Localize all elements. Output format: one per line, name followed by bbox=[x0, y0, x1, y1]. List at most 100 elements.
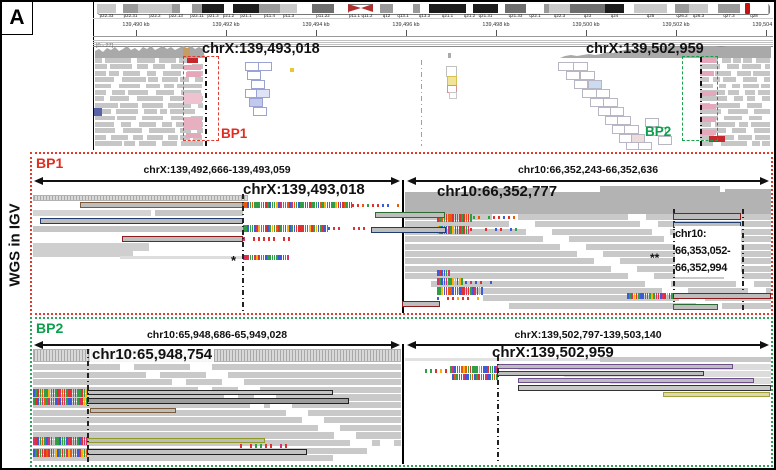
softclip-base[interactable] bbox=[254, 225, 256, 232]
softclip-base[interactable] bbox=[280, 225, 283, 232]
read-segment[interactable] bbox=[143, 109, 157, 114]
read-segment[interactable] bbox=[161, 122, 172, 127]
read-rect[interactable] bbox=[673, 213, 741, 220]
softclip-base[interactable] bbox=[460, 374, 463, 380]
softclip-base[interactable] bbox=[285, 444, 287, 448]
read-segment[interactable] bbox=[179, 128, 192, 134]
softclip-base[interactable] bbox=[81, 389, 84, 397]
coverage-histogram[interactable] bbox=[95, 46, 771, 58]
softclip-base[interactable] bbox=[476, 287, 479, 295]
centromere-q[interactable] bbox=[361, 4, 373, 12]
softclip-base[interactable] bbox=[33, 437, 35, 445]
softclip-base[interactable] bbox=[44, 437, 46, 445]
read-segment[interactable] bbox=[728, 109, 749, 114]
read-segment[interactable] bbox=[122, 77, 146, 82]
softclip-base[interactable] bbox=[456, 214, 459, 222]
read-segment[interactable] bbox=[745, 90, 756, 95]
softclip-base[interactable] bbox=[37, 437, 40, 445]
softclip-base[interactable] bbox=[269, 202, 272, 208]
softclip-base[interactable] bbox=[387, 204, 389, 207]
softclip-base[interactable] bbox=[72, 449, 75, 457]
read-segment[interactable] bbox=[761, 96, 770, 102]
read-segment[interactable] bbox=[168, 102, 191, 108]
softclip-base[interactable] bbox=[44, 389, 46, 397]
softclip-base[interactable] bbox=[478, 366, 481, 373]
softclip-base[interactable] bbox=[331, 202, 333, 208]
softclip-base[interactable] bbox=[633, 293, 636, 299]
ruler-label[interactable]: 139,498 kb bbox=[482, 22, 510, 28]
read-segment[interactable] bbox=[169, 109, 196, 114]
read-segment[interactable] bbox=[742, 64, 761, 70]
softclip-base[interactable] bbox=[61, 398, 64, 405]
softclip-base[interactable] bbox=[644, 293, 647, 299]
softclip-base[interactable] bbox=[77, 389, 79, 397]
softclip-base[interactable] bbox=[268, 237, 270, 241]
softclip-base[interactable] bbox=[50, 437, 53, 445]
softclip-base[interactable] bbox=[456, 287, 459, 295]
softclip-base[interactable] bbox=[441, 278, 444, 285]
read-segment[interactable] bbox=[700, 96, 727, 102]
read-segment[interactable] bbox=[743, 83, 759, 89]
softclip-base[interactable] bbox=[456, 374, 459, 380]
ideogram-band[interactable] bbox=[505, 4, 527, 13]
ideogram-band[interactable] bbox=[97, 4, 117, 13]
softclip-base[interactable] bbox=[495, 228, 497, 231]
softclip-base[interactable] bbox=[300, 225, 302, 232]
softclip-base[interactable] bbox=[35, 437, 37, 445]
softclip-base[interactable] bbox=[326, 225, 329, 232]
softclip-base[interactable] bbox=[489, 366, 492, 373]
softclip-base[interactable] bbox=[447, 297, 449, 300]
softclip-base[interactable] bbox=[256, 225, 258, 232]
softclip-base[interactable] bbox=[284, 255, 287, 260]
read-segment[interactable] bbox=[95, 90, 106, 95]
read-segment[interactable] bbox=[212, 386, 238, 393]
softclip-base[interactable] bbox=[243, 255, 245, 260]
read-segment[interactable] bbox=[586, 243, 676, 250]
ruler-label[interactable]: 139,490 kb bbox=[122, 22, 150, 28]
softclip-base[interactable] bbox=[256, 202, 258, 208]
softclip-base[interactable] bbox=[454, 366, 457, 373]
softclip-base[interactable] bbox=[37, 389, 40, 397]
softclip-base[interactable] bbox=[467, 214, 470, 222]
softclip-base[interactable] bbox=[472, 287, 474, 295]
read-segment[interactable] bbox=[457, 288, 662, 294]
read-segment[interactable] bbox=[33, 364, 120, 371]
read-segment[interactable] bbox=[405, 228, 526, 235]
softclip-base[interactable] bbox=[478, 287, 481, 295]
softclip-base[interactable] bbox=[456, 366, 459, 373]
softclip-base[interactable] bbox=[280, 202, 283, 208]
softclip-base[interactable] bbox=[276, 202, 278, 208]
ideogram-band[interactable] bbox=[526, 4, 545, 13]
read-segment[interactable] bbox=[569, 236, 664, 243]
softclip-base[interactable] bbox=[445, 287, 448, 295]
read-segment[interactable] bbox=[95, 109, 111, 114]
softclip-base[interactable] bbox=[68, 437, 70, 445]
softclip-base[interactable] bbox=[339, 202, 342, 208]
softclip-base[interactable] bbox=[491, 366, 494, 373]
read-segment[interactable] bbox=[238, 394, 254, 401]
softclip-base[interactable] bbox=[262, 202, 265, 208]
softclip-base[interactable] bbox=[352, 204, 354, 207]
softclip-base[interactable] bbox=[467, 366, 470, 373]
read-segment[interactable] bbox=[308, 409, 401, 416]
read-segment[interactable] bbox=[180, 141, 203, 146]
softclip-base[interactable] bbox=[313, 202, 316, 208]
softclip-base[interactable] bbox=[66, 449, 68, 457]
softclip-base[interactable] bbox=[493, 374, 496, 380]
softclip-base[interactable] bbox=[273, 255, 276, 260]
read-segment[interactable] bbox=[137, 58, 155, 63]
read-segment[interactable] bbox=[722, 302, 771, 309]
read-segment[interactable] bbox=[535, 221, 640, 228]
softclip-base[interactable] bbox=[638, 293, 640, 299]
softclip-base[interactable] bbox=[450, 287, 452, 295]
softclip-base[interactable] bbox=[269, 225, 272, 232]
read-segment[interactable] bbox=[33, 379, 172, 386]
read-segment[interactable] bbox=[722, 58, 731, 63]
read-segment[interactable] bbox=[95, 64, 108, 70]
softclip-base[interactable] bbox=[57, 437, 59, 445]
softclip-base[interactable] bbox=[651, 293, 653, 299]
softclip-base[interactable] bbox=[474, 366, 476, 373]
softclip-base[interactable] bbox=[467, 226, 470, 234]
softclip-base[interactable] bbox=[353, 227, 355, 230]
softclip-base[interactable] bbox=[74, 437, 77, 445]
